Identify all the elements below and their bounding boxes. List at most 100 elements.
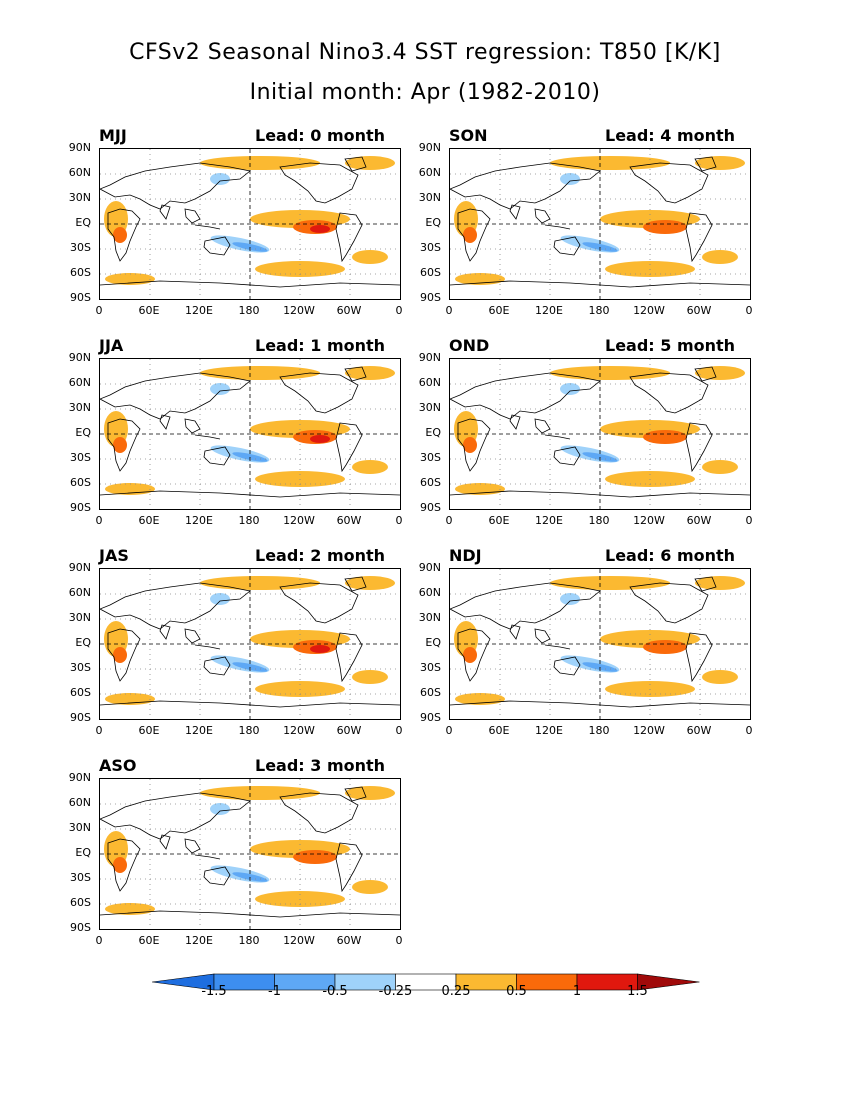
lon-tick-label: 120W: [633, 514, 665, 527]
panel-lead-label: Lead: 0 month: [255, 126, 386, 145]
coastline: [203, 866, 231, 886]
anomaly-shade: [113, 437, 127, 453]
coastline: [100, 700, 400, 708]
coastline: [344, 156, 367, 172]
anomaly-shade: [463, 647, 477, 663]
coastline: [184, 418, 221, 440]
coastline: [694, 366, 717, 382]
anomaly-shade: [463, 437, 477, 453]
lat-tick-label: 30S: [420, 451, 441, 464]
anomaly-shade: [200, 576, 320, 590]
lon-tick-label: 60E: [138, 304, 160, 317]
coastline: [107, 208, 141, 262]
coastline: [159, 414, 171, 430]
lon-tick-label: 180: [588, 514, 610, 527]
anomaly-shade: [352, 460, 388, 474]
anomaly-shade: [463, 227, 477, 243]
anomaly-shade: [560, 593, 580, 605]
lat-tick-label: 60S: [70, 476, 91, 489]
lat-tick-label: 30S: [420, 241, 441, 254]
coastline: [344, 366, 367, 382]
coastline: [685, 422, 713, 473]
lat-tick-label: EQ: [75, 426, 91, 439]
map-frame: [449, 358, 751, 510]
lat-tick-label: 30S: [70, 241, 91, 254]
coastline: [509, 204, 521, 220]
map-panel: JAS Lead: 2 month 90N 60N 30N EQ 30S 60S 90S 0 60E…: [69, 546, 455, 746]
lat-tick-label: 30N: [418, 401, 441, 414]
anomaly-shade: [695, 576, 745, 590]
anomaly-shade: [113, 227, 127, 243]
lon-tick-label: 0: [445, 514, 453, 527]
coastline: [450, 280, 750, 288]
map-frame: [99, 358, 401, 510]
lon-tick-label: 120E: [185, 514, 213, 527]
coastline: [553, 656, 581, 676]
colorbar-tick-label: -0.5: [322, 984, 348, 999]
coastline: [534, 418, 571, 440]
coastline: [107, 628, 141, 682]
anomaly-shade: [352, 250, 388, 264]
panel-lead-label: Lead: 1 month: [255, 336, 386, 355]
lat-tick-label: 60S: [420, 266, 441, 279]
lon-tick-label: 0: [745, 304, 753, 317]
lon-tick-label: 0: [95, 934, 103, 947]
lat-tick-label: 60S: [70, 686, 91, 699]
anomaly-shade: [310, 645, 330, 653]
lat-tick-label: 60N: [68, 376, 91, 389]
coastline: [184, 628, 221, 650]
lat-tick-label: 90S: [70, 291, 91, 304]
coastline: [203, 446, 231, 466]
anomaly-shade: [550, 156, 670, 170]
anomaly-shade: [702, 460, 738, 474]
coastline: [450, 582, 601, 630]
anomaly-shade: [560, 173, 580, 185]
map-panel: ASO Lead: 3 month 90N 60N 30N EQ 30S 60S 90S 0 60E…: [69, 756, 455, 956]
lat-tick-label: EQ: [75, 846, 91, 859]
lat-tick-label: 30S: [70, 661, 91, 674]
panel-lead-label: Lead: 6 month: [605, 546, 736, 565]
coastline: [279, 582, 359, 624]
map-panel: NDJ Lead: 6 month 90N 60N 30N EQ 30S 60S 90S 0 60E…: [419, 546, 805, 746]
colorbar-tick-label: 0.25: [441, 984, 471, 999]
lat-tick-label: 60N: [68, 586, 91, 599]
lon-tick-label: 0: [445, 724, 453, 737]
anomaly-shade: [550, 576, 670, 590]
lon-tick-label: 0: [745, 514, 753, 527]
coastline: [534, 628, 571, 650]
coastline: [100, 490, 400, 498]
coastline: [335, 212, 363, 263]
coastline: [335, 422, 363, 473]
lon-tick-label: 60W: [686, 514, 712, 527]
lat-tick-label: 60S: [70, 896, 91, 909]
lat-tick-label: 90S: [420, 501, 441, 514]
lat-tick-label: EQ: [425, 216, 441, 229]
map-canvas: [100, 149, 400, 299]
lon-tick-label: 120E: [185, 304, 213, 317]
anomaly-shade: [643, 640, 687, 654]
lon-tick-label: 120E: [185, 724, 213, 737]
anomaly-shade: [702, 670, 738, 684]
map-canvas: [100, 779, 400, 929]
anomaly-shade: [702, 250, 738, 264]
lat-tick-label: 30S: [420, 661, 441, 674]
panel-season-label: OND: [449, 336, 490, 355]
lon-tick-label: 0: [395, 724, 403, 737]
coastline: [629, 162, 709, 204]
coastline: [457, 628, 491, 682]
lon-tick-label: 120W: [633, 304, 665, 317]
lon-tick-label: 180: [238, 304, 260, 317]
coastline: [335, 842, 363, 893]
anomaly-shade: [210, 593, 230, 605]
anomaly-shade: [695, 366, 745, 380]
anomaly-shade: [200, 786, 320, 800]
coastline: [279, 792, 359, 834]
lat-tick-label: 90N: [418, 351, 441, 364]
anomaly-shade: [113, 647, 127, 663]
lon-tick-label: 0: [445, 304, 453, 317]
map-panel: OND Lead: 5 month 90N 60N 30N EQ 30S 60S 90S 0 60E…: [419, 336, 805, 536]
lon-tick-label: 0: [95, 304, 103, 317]
coastline: [685, 632, 713, 683]
panel-lead-label: Lead: 3 month: [255, 756, 386, 775]
lat-tick-label: 60N: [418, 586, 441, 599]
